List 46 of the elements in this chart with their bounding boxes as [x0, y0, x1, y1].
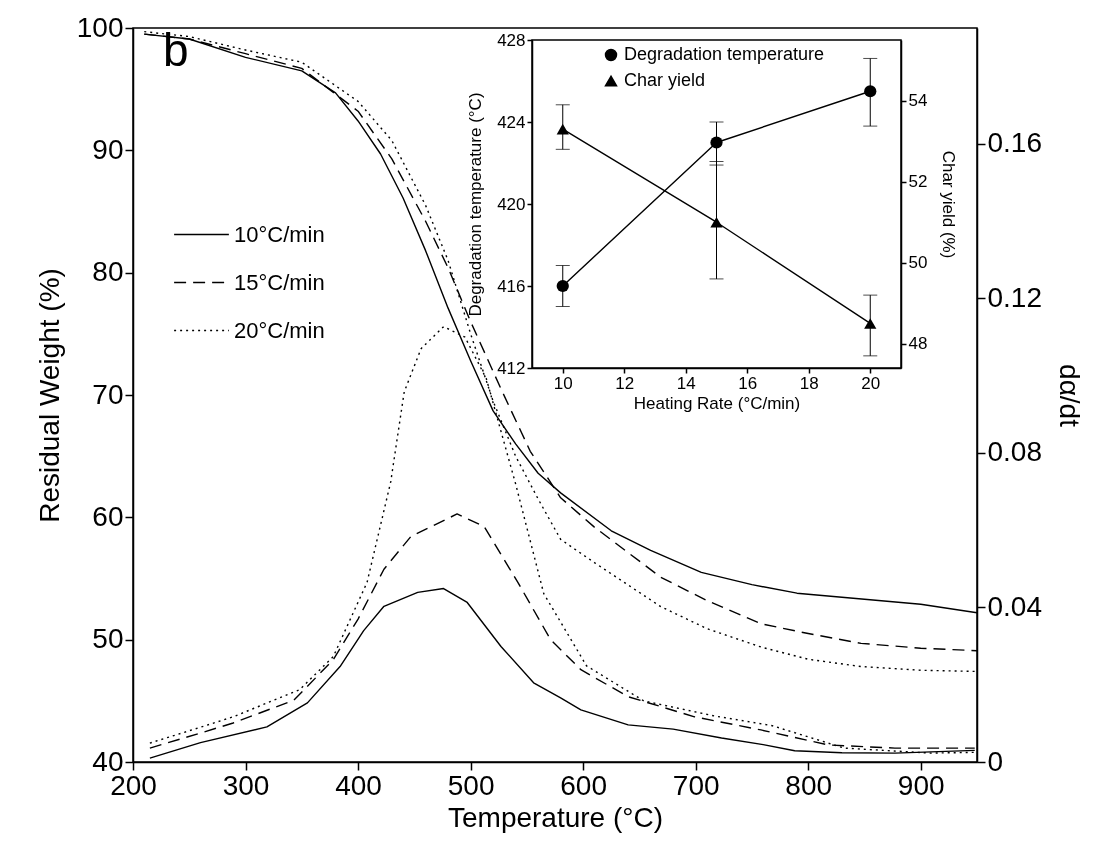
x-tick-label: 300	[222, 769, 270, 801]
x-tick-label: 20	[861, 373, 881, 393]
x-axis-title: Temperature (°C)	[447, 801, 664, 833]
y2-tick-label: 52	[908, 172, 928, 192]
y-tick-label: 50	[92, 623, 124, 655]
y-tick-label: 60	[92, 500, 124, 532]
y2-tick-label: 0.12	[987, 281, 1042, 313]
x-tick-label: 16	[738, 373, 758, 393]
y-tick-label: 40	[92, 745, 124, 777]
x-tick-label: 600	[560, 769, 607, 801]
y2-tick-label: 0	[987, 745, 1004, 777]
legend-label: Degradation temperature	[624, 44, 825, 64]
x-tick-label: 700	[672, 769, 720, 801]
legend-label: 20°C/min	[234, 317, 325, 343]
legend-label: 15°C/min	[234, 269, 325, 295]
y-tick-label: 424	[497, 112, 526, 132]
x-tick-label: 400	[335, 769, 382, 801]
y-tick-label: 100	[76, 11, 124, 43]
legend-label: Char yield	[624, 70, 706, 90]
y2-axis-title: dα/dt	[1054, 364, 1085, 428]
legend-label: 10°C/min	[234, 221, 325, 247]
x-tick-label: 500	[447, 769, 495, 801]
x-tick-label: 12	[615, 373, 635, 393]
y-axis-title: Degradation temperature (°C)	[466, 92, 486, 317]
x-tick-label: 10	[553, 373, 573, 393]
y-axis-title: Residual Weight (%)	[33, 268, 65, 523]
y2-axis-title: Char yield (%)	[939, 150, 959, 259]
y-tick-label: 416	[497, 276, 526, 296]
x-tick-label: 14	[676, 373, 696, 393]
y2-tick-label: 0.08	[987, 436, 1042, 468]
x-axis-title: Heating Rate (°C/min)	[633, 393, 801, 413]
y2-tick-label: 0.16	[987, 127, 1042, 159]
x-tick-label: 900	[897, 769, 945, 801]
x-tick-label: 18	[799, 373, 819, 393]
y2-tick-label: 50	[908, 253, 928, 273]
y-tick-label: 428	[497, 30, 526, 50]
y2-tick-label: 48	[908, 334, 928, 354]
y2-tick-label: 0.04	[987, 590, 1042, 622]
y2-tick-label: 54	[908, 91, 928, 111]
y-tick-label: 420	[497, 194, 526, 214]
y-tick-label: 80	[92, 256, 124, 288]
y-tick-label: 412	[497, 358, 526, 378]
x-tick-label: 800	[785, 769, 833, 801]
y-tick-label: 70	[92, 378, 124, 410]
annotation: b	[163, 24, 189, 76]
y-tick-label: 90	[92, 133, 124, 165]
